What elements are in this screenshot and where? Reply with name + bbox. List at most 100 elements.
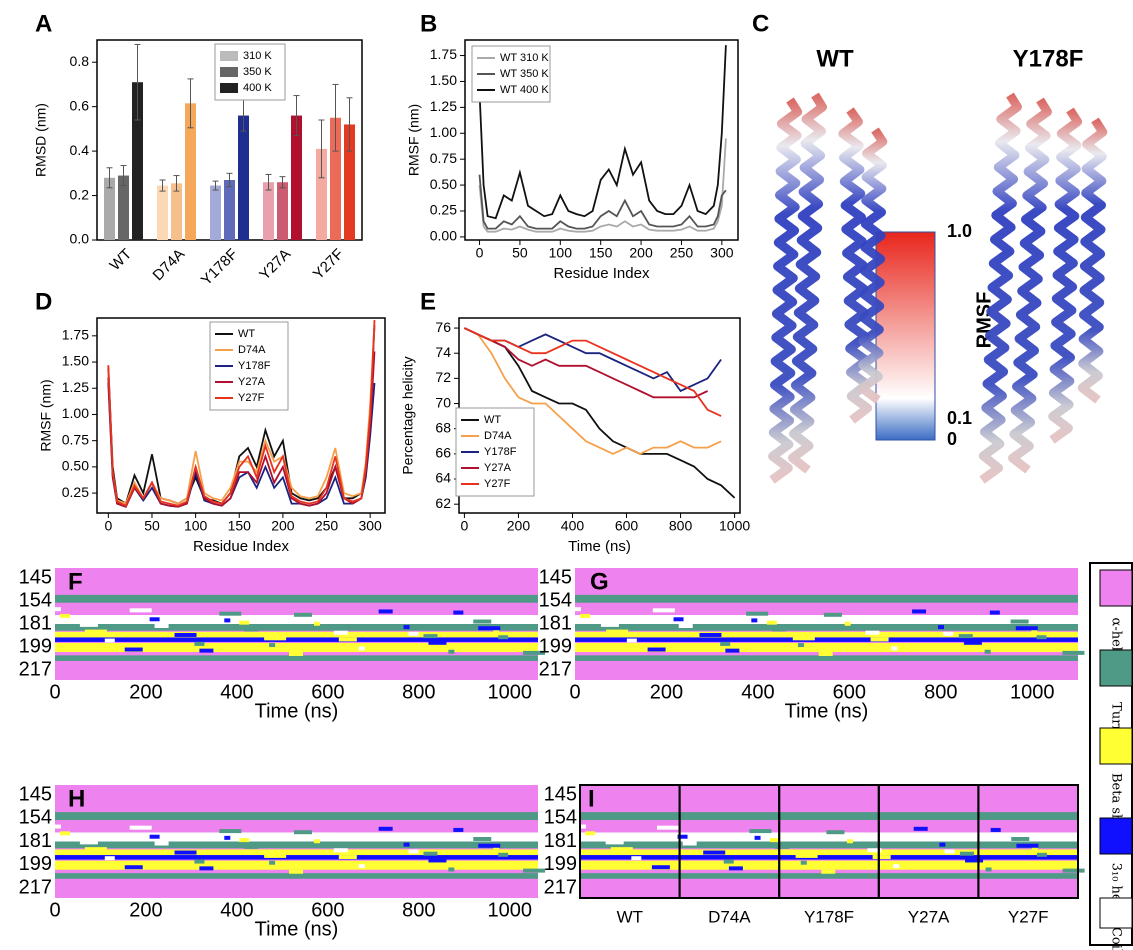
ss-swatch xyxy=(1100,898,1132,928)
y-tick-label: 76 xyxy=(435,319,451,335)
heatmap-noise xyxy=(1016,626,1038,630)
heatmap-noise xyxy=(871,637,889,641)
x-tick-label: 0 xyxy=(476,245,484,261)
x-tick-label: 0 xyxy=(49,681,60,703)
y-tick-label: 217 xyxy=(539,658,572,680)
y-tick-label: 0.2 xyxy=(70,186,90,202)
x-tick-label: 300 xyxy=(710,245,734,261)
heatmap-noise xyxy=(194,860,204,864)
x-tick-label: 0 xyxy=(569,681,580,703)
heatmap-noise xyxy=(891,646,897,650)
y-tick-label: 72 xyxy=(435,369,451,385)
legend-label: Y27A xyxy=(484,462,512,474)
structure-label: WT xyxy=(816,45,854,72)
y-tick-label: 1.00 xyxy=(62,405,89,421)
y-tick-label: 64 xyxy=(435,470,451,486)
legend-label: Y27F xyxy=(484,478,511,490)
heatmap-band xyxy=(55,655,538,661)
heatmap-noise xyxy=(473,620,491,624)
heatmap-noise xyxy=(244,845,258,849)
heatmap-noise xyxy=(679,624,693,628)
heatmap-noise xyxy=(224,618,230,622)
heatmap-noise xyxy=(632,645,646,649)
x-tick-label: 0 xyxy=(461,518,469,534)
bar xyxy=(171,183,182,240)
y-tick-label: 145 xyxy=(19,783,52,805)
legend-label: WT xyxy=(238,328,255,340)
heatmap-noise xyxy=(125,865,143,869)
heatmap-noise xyxy=(155,624,169,628)
x-tick-label: 600 xyxy=(615,518,639,534)
y-tick-label: 1.50 xyxy=(62,353,89,369)
heatmap-noise xyxy=(314,839,320,843)
heatmap-noise xyxy=(729,866,743,870)
legend-swatch xyxy=(220,83,238,93)
heatmap-noise xyxy=(60,831,70,835)
x-tick-label: WT xyxy=(107,246,136,275)
y-tick-label: 0.50 xyxy=(430,176,457,192)
heatmap-noise xyxy=(1037,853,1047,857)
heatmap-noise xyxy=(725,649,739,653)
y-axis-label: RMSD (nm) xyxy=(33,103,49,177)
x-axis-label: Time (ns) xyxy=(255,700,339,722)
heatmap-noise xyxy=(1011,620,1029,624)
heatmap-band xyxy=(575,595,1078,603)
protein-ribbon xyxy=(772,100,798,480)
ss-label: Coil xyxy=(1109,927,1124,950)
heatmap-noise xyxy=(938,625,944,629)
y-tick-label: 0.25 xyxy=(62,484,89,500)
legend-label: Y27F xyxy=(238,392,265,404)
heatmap-noise xyxy=(85,630,107,634)
y-tick-label: 1.25 xyxy=(62,379,89,395)
x-tick-label: Y178F xyxy=(198,246,241,289)
y-tick-label: 181 xyxy=(19,612,52,634)
heatmap-noise xyxy=(631,856,641,860)
heatmap-noise xyxy=(917,616,935,620)
y-tick-label: 0.6 xyxy=(70,97,90,113)
heatmap-noise xyxy=(55,607,61,611)
y-tick-label: 0.50 xyxy=(62,458,89,474)
series-line xyxy=(464,328,707,397)
colorbar-tick-label: 0 xyxy=(947,429,957,449)
heatmap-noise xyxy=(264,636,286,640)
heatmap-noise xyxy=(986,867,992,871)
heatmap-noise xyxy=(912,609,926,613)
ss-swatch xyxy=(1100,728,1132,764)
heatmap-band xyxy=(575,637,1078,641)
ss-swatch xyxy=(1100,818,1132,854)
structure-label: Y178F xyxy=(1013,45,1084,72)
figure: 0.00.20.40.60.8RMSD (nm)WTD74AY178FY27AY… xyxy=(0,0,1133,950)
y-tick-label: 199 xyxy=(544,853,577,875)
x-tick-label: Y27F xyxy=(1008,907,1049,926)
heatmap-noise xyxy=(264,854,286,858)
series-line xyxy=(464,328,721,416)
x-axis-label: Time (ns) xyxy=(255,918,339,940)
heatmap-noise xyxy=(945,849,955,853)
x-axis-label: Residue Index xyxy=(193,538,289,555)
heatmap-noise xyxy=(699,633,721,637)
y-tick-label: 154 xyxy=(539,589,572,611)
heatmap-band xyxy=(575,655,1078,661)
heatmap-noise xyxy=(873,855,891,859)
heatmap-noise xyxy=(294,613,312,617)
x-tick-label: 300 xyxy=(358,518,382,534)
panel-letter: E xyxy=(420,288,436,315)
heatmap-noise xyxy=(772,627,786,631)
heatmap-band xyxy=(580,842,1078,849)
heatmap-noise xyxy=(1037,635,1047,639)
protein-ribbon xyxy=(793,95,823,470)
panel-letter: D xyxy=(35,288,52,315)
heatmap-noise xyxy=(409,632,419,636)
heatmap-noise xyxy=(478,844,500,848)
heatmap-noise xyxy=(826,830,844,834)
y-tick-label: 1.50 xyxy=(430,72,457,88)
y-tick-label: 154 xyxy=(19,589,52,611)
heatmap-noise xyxy=(269,643,275,647)
x-tick-label: 250 xyxy=(315,518,339,534)
heatmap-noise xyxy=(498,853,508,857)
heatmap-noise xyxy=(150,617,160,621)
heatmap-noise xyxy=(110,863,124,867)
y-tick-label: 154 xyxy=(544,807,577,829)
heatmap-noise xyxy=(703,851,725,855)
x-axis-label: Time (ns) xyxy=(785,700,869,722)
